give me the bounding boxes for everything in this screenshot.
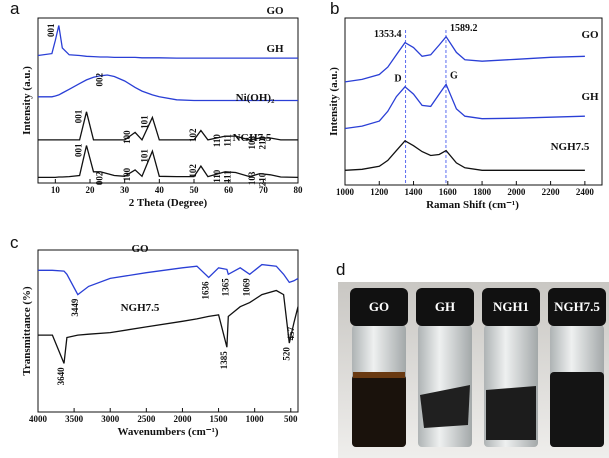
peak-label: 001 [46,23,56,37]
chart-panel: b 1000 1200 1400 1600 1800 2000 2200 2400 Raman S… [328,0,602,211]
vial-label: GO [369,299,389,314]
x-axis-label: Raman Shift (cm⁻¹) [426,199,519,211]
x-tick-label: 2000 [507,187,526,197]
peak-label: 001 [74,143,84,157]
peak-label: 1069 [242,278,252,297]
peak-label: 210 [257,172,267,186]
x-tick-label: 1600 [439,187,458,197]
peak-label: 101 [139,149,149,163]
vial: NGH7.5 [548,288,606,447]
x-tick-label: 20 [86,185,96,195]
vial-label: NGH1 [493,299,529,314]
plot-frame [345,18,602,185]
x-tick-label: 1000 [246,414,265,424]
peak-label: 1636 [201,281,211,300]
vial-label: GH [435,299,455,314]
peak-label: 103 [247,171,257,185]
peak-label: 001 [74,109,84,123]
peak-value-label: 1589.2 [450,23,478,34]
peak-label: 100 [122,167,132,181]
series-label: NGH7.5 [551,141,590,153]
peak-name: D [394,73,401,84]
photo-panel: d GO GH NGH1 NGH7.5 [336,260,609,458]
spectrum-line [345,141,585,171]
figure: d GO GH NGH1 NGH7.5 a1020304050607080 [0,0,609,458]
x-tick-label: 1200 [370,187,389,197]
peak-label: 110 [212,134,222,148]
x-tick-label: 1500 [210,414,229,424]
peak-label: 1365 [220,278,230,297]
vial: NGH1 [482,288,540,447]
x-tick-label: 10 [51,185,61,195]
series-label: Ni(OH)₂ [236,92,275,104]
x-tick-label: 3000 [101,414,120,424]
spectrum-line [345,84,585,128]
series-label: GO [131,243,149,255]
peak-label: 111 [223,134,233,147]
plot-frame [38,250,298,412]
y-axis-label: Transmittance (%) [21,286,33,376]
x-tick-label: 2200 [542,187,561,197]
x-axis-label: Wavenumbers (cm⁻¹) [117,426,218,438]
series-label: GO [266,5,284,17]
peak-name: G [450,71,458,82]
vial: GO [350,288,408,447]
y-axis-label: Intensity (a.u.) [21,66,33,135]
peak-label: 101 [139,115,149,129]
peak-label: 002 [94,171,104,185]
x-tick-label: 2000 [173,414,192,424]
x-axis-label: 2 Theta (Degree) [129,197,208,209]
spectrum-line [38,265,298,295]
series-label: GO [581,29,599,41]
peak-label: 100 [122,130,132,144]
series-label: GH [581,91,599,103]
panel-letter: c [10,233,19,252]
x-tick-label: 1400 [405,187,424,197]
peak-label: 3640 [56,367,66,386]
x-tick-label: 30 [120,185,130,195]
peak-label: 520 [281,347,291,361]
x-tick-label: 1800 [473,187,492,197]
peak-label: 102 [188,164,198,178]
peak-label: 110 [212,169,222,183]
panel-letter: d [336,260,345,279]
y-axis-label: Intensity (a.u.) [328,67,340,136]
series-label: NGH7.5 [121,302,160,314]
peak-value-label: 1353.4 [374,29,402,40]
x-tick-label: 2500 [137,414,156,424]
vial-label: NGH7.5 [554,299,600,314]
vial: GH [416,288,474,447]
x-tick-label: 2400 [576,187,595,197]
peak-label: 457 [286,326,296,340]
x-tick-label: 4000 [29,414,48,424]
spectrum-line [345,37,585,82]
x-tick-label: 60 [224,185,234,195]
peak-label: 3449 [70,298,80,317]
chart-panel: c 4000 3500 3000 2500 2000 1500 1000 500 Wavenumb… [10,233,298,438]
x-tick-label: 50 [190,185,200,195]
peak-label: 111 [223,170,233,183]
peak-label: 102 [188,128,198,142]
series-label: GH [266,43,284,55]
x-tick-label: 40 [155,185,165,195]
x-tick-label: 80 [294,185,304,195]
panel-letter: a [10,0,20,18]
panel-letter: b [330,0,339,18]
x-tick-label: 3500 [65,414,84,424]
x-tick-label: 500 [284,414,298,424]
spectrum-line [38,26,298,59]
peak-label: 002 [94,73,104,87]
peak-label: 1385 [219,351,229,370]
x-tick-label: 1000 [336,187,355,197]
series-label: NGH7.5 [233,132,272,144]
